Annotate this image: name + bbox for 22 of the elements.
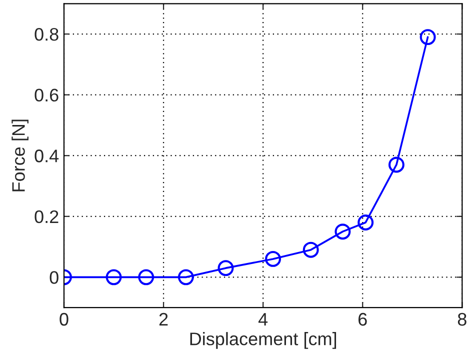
x-tick-label: 2 — [159, 312, 168, 326]
point — [358, 214, 374, 230]
point — [302, 242, 319, 258]
point — [138, 269, 154, 286]
y-tick-label: 0.6 — [34, 88, 58, 102]
point — [178, 269, 194, 286]
x-axis-title: Displacement [cm] — [190, 332, 336, 349]
y-tick-label: 0 — [50, 271, 58, 284]
y-tick-label: 0.2 — [34, 210, 58, 224]
x-tick-label: 8 — [458, 312, 466, 326]
x-tick-label: 6 — [358, 312, 367, 326]
point — [106, 269, 122, 286]
point — [265, 250, 282, 267]
point — [334, 224, 351, 240]
x-tick-label: 0 — [60, 312, 68, 326]
point — [218, 260, 234, 276]
y-tick-label: 0.8 — [34, 28, 58, 41]
y-tick-label: 0.4 — [34, 150, 59, 162]
point — [420, 29, 436, 46]
x-tick-label: 4 — [258, 313, 268, 326]
y-axis-title: Force [N] — [12, 120, 28, 192]
point — [388, 156, 404, 173]
